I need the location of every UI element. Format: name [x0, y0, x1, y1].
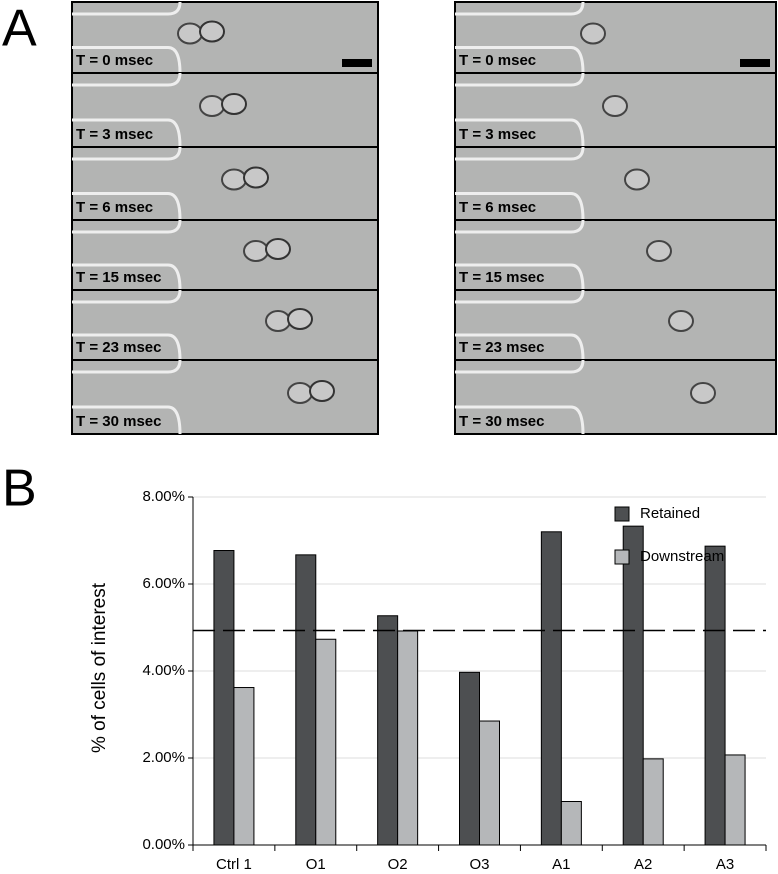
- y-tick-label: 4.00%: [142, 662, 185, 679]
- channel-wall: [72, 72, 182, 148]
- channel-wall: [72, 289, 182, 361]
- x-tick-label: A3: [716, 856, 734, 873]
- legend-swatch: [614, 549, 630, 565]
- frame-label: T = 0 msec: [76, 52, 153, 69]
- bar: [479, 720, 500, 846]
- y-tick-label: 2.00%: [142, 749, 185, 766]
- bar: [397, 630, 419, 846]
- cell: [265, 310, 291, 332]
- cell: [690, 382, 716, 404]
- channel-wall: [72, 219, 182, 291]
- frame-label: T = 30 msec: [459, 413, 544, 430]
- bar: [377, 615, 399, 846]
- x-tick-label: O2: [388, 856, 408, 873]
- frame-label: T = 3 msec: [459, 126, 536, 143]
- cell: [646, 240, 672, 262]
- frame-label: T = 15 msec: [76, 269, 161, 286]
- legend-label: Downstream: [640, 548, 724, 565]
- y-tick-label: 0.00%: [142, 836, 185, 853]
- cell: [602, 95, 628, 117]
- y-tick-label: 6.00%: [142, 575, 185, 592]
- frame-label: T = 6 msec: [76, 199, 153, 216]
- frame-label: T = 30 msec: [76, 413, 161, 430]
- bar: [295, 554, 317, 846]
- frame-label: T = 0 msec: [459, 52, 536, 69]
- channel-wall: [455, 1, 585, 74]
- cell: [265, 238, 291, 260]
- cell: [287, 308, 313, 330]
- bar: [560, 801, 582, 846]
- x-tick-label: Ctrl 1: [216, 856, 252, 873]
- channel-wall: [455, 359, 585, 435]
- frame-label: T = 23 msec: [76, 339, 161, 356]
- cell: [199, 95, 225, 117]
- channel-wall: [455, 146, 585, 221]
- bar: [622, 525, 644, 846]
- cell: [668, 310, 694, 332]
- bar: [315, 638, 337, 846]
- frame-label: T = 6 msec: [459, 199, 536, 216]
- cell: [243, 240, 269, 262]
- channel-wall: [72, 1, 182, 74]
- channel-wall: [72, 146, 182, 221]
- channel-wall: [72, 359, 182, 435]
- panel-letter: B: [2, 460, 37, 518]
- x-tick-label: O3: [469, 856, 489, 873]
- cell: [221, 168, 247, 191]
- panel-letter: A: [2, 0, 37, 58]
- bar: [459, 671, 480, 846]
- frame-label: T = 23 msec: [459, 339, 544, 356]
- cell: [580, 22, 606, 45]
- bar: [704, 545, 726, 846]
- channel-wall: [455, 219, 585, 291]
- y-tick-label: 8.00%: [142, 488, 185, 505]
- cell: [624, 168, 650, 191]
- cell: [243, 166, 269, 189]
- legend-label: Retained: [640, 505, 700, 522]
- x-tick-label: A2: [634, 856, 652, 873]
- x-tick-label: A1: [552, 856, 570, 873]
- channel-wall: [455, 289, 585, 361]
- bar: [213, 550, 235, 846]
- frame-label: T = 3 msec: [76, 126, 153, 143]
- bar: [233, 687, 255, 846]
- scale-bar: [342, 59, 372, 67]
- cell: [287, 382, 313, 404]
- x-tick-label: O1: [306, 856, 326, 873]
- cell: [177, 22, 203, 45]
- bar: [540, 531, 562, 846]
- micrograph-frame: [71, 219, 379, 291]
- y-axis-label: % of cells of interest: [89, 582, 110, 753]
- legend-swatch: [614, 506, 630, 522]
- cell: [199, 20, 225, 43]
- bar: [642, 758, 664, 846]
- channel-wall: [455, 72, 585, 148]
- cell: [309, 380, 335, 402]
- frame-label: T = 15 msec: [459, 269, 544, 286]
- scale-bar: [740, 59, 770, 67]
- bar: [724, 754, 746, 846]
- cell: [221, 93, 247, 115]
